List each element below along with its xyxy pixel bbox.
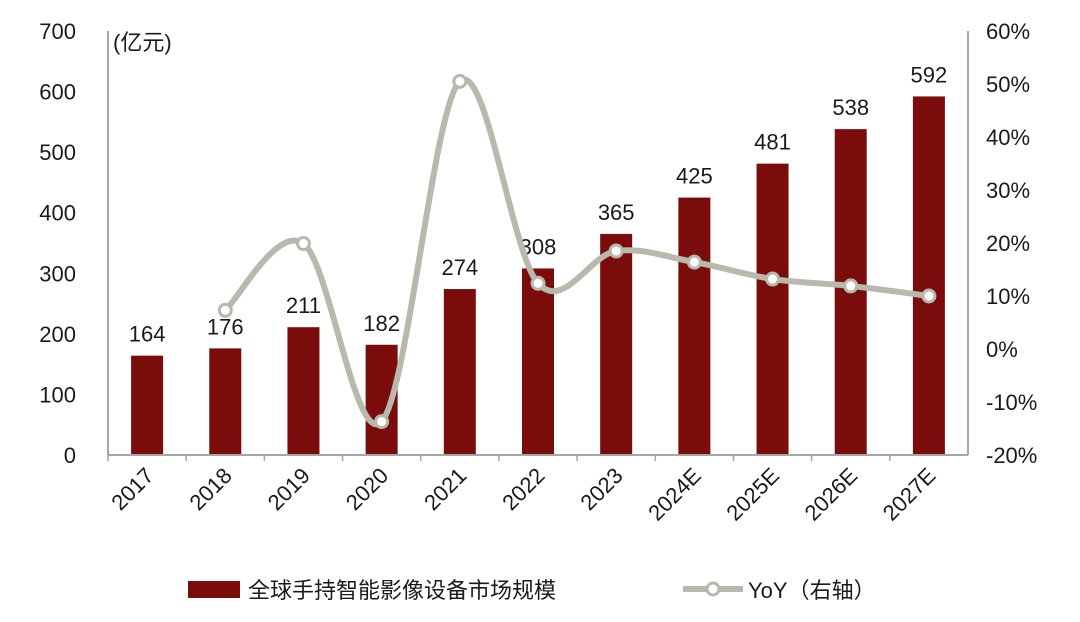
left-tick-400: 400 [39,201,76,226]
legend-line-marker [705,581,721,597]
left-tick-300: 300 [39,261,76,286]
right-tick--10%: -10% [986,390,1037,415]
yoy-point-2025E [765,271,781,287]
data-label-2026E: 538 [832,95,869,120]
data-label-2019: 211 [286,293,321,318]
x-tick-2027E: 2027E [878,463,941,526]
right-tick-20%: 20% [986,231,1030,256]
right-tick--20%: -20% [986,443,1037,468]
yoy-point-2023 [608,243,624,259]
yoy-point-2026E [843,278,859,294]
data-label-2020: 182 [363,311,400,336]
right-tick-50%: 50% [986,72,1030,97]
x-tick-2019: 2019 [263,463,315,515]
data-label-2024E: 425 [676,164,713,189]
bar-2021 [443,289,476,455]
left-tick-500: 500 [39,140,76,165]
legend-bar-label: 全球手持智能影像设备市场规模 [248,578,556,603]
yoy-curve [223,76,930,428]
right-tick-40%: 40% [986,125,1030,150]
left-tick-100: 100 [39,382,76,407]
bar-2022 [522,268,554,455]
yoy-point-2022 [530,275,546,291]
x-tick-2022: 2022 [497,463,549,515]
x-tick-2018: 2018 [185,463,237,515]
left-tick-700: 700 [39,19,76,44]
data-label-2023: 365 [598,200,635,225]
x-tick-2024E: 2024E [643,463,706,526]
yoy-point-2018 [217,302,233,318]
legend: 全球手持智能影像设备市场规模 YoY（右轴） [188,578,876,603]
legend-line-label: YoY（右轴） [748,578,876,603]
data-label-2017: 164 [129,322,166,347]
yoy-point-2020 [374,414,390,430]
data-label-2027E: 592 [911,62,948,87]
right-tick-60%: 60% [986,19,1030,44]
left-tick-600: 600 [39,80,76,105]
right-tick-10%: 10% [986,284,1030,309]
yoy-point-2019 [295,236,311,252]
x-tick-2020: 2020 [341,463,393,515]
data-label-2021: 274 [441,255,478,280]
left-tick-0: 0 [64,443,76,468]
bar-2023 [600,233,633,455]
bar-2018 [209,348,242,455]
x-tick-2025E: 2025E [721,463,784,526]
x-tick-2017: 2017 [106,463,158,515]
data-label-2025E: 481 [754,130,791,155]
left-axis-unit: (亿元) [113,30,172,55]
right-tick-0%: 0% [986,337,1018,362]
yoy-point-2024E [686,254,702,270]
data-label-2018: 176 [207,314,244,339]
yoy-line [217,73,937,430]
yoy-point-2027E [921,288,937,304]
x-tick-2026E: 2026E [800,463,863,526]
yoy-point-2021 [452,73,468,89]
bar-2024E [678,197,711,456]
x-tick-2023: 2023 [575,463,627,515]
legend-bar-swatch [188,581,240,598]
bar-2027E [912,96,945,455]
bars [131,96,945,456]
bar-2025E [756,163,789,455]
x-tick-2021: 2021 [419,463,471,515]
bar-2019 [287,327,320,455]
bar-2017 [131,355,164,455]
right-tick-30%: 30% [986,178,1030,203]
left-tick-200: 200 [39,322,76,347]
